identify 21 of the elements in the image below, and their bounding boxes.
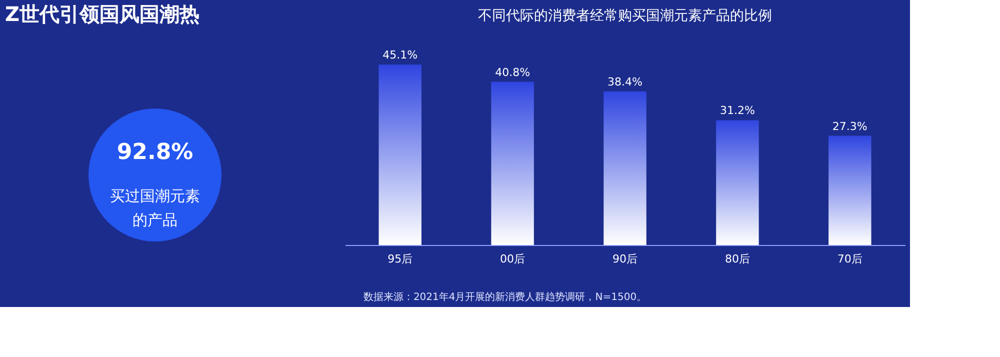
text: 92.8% — [116, 140, 194, 165]
bar — [604, 91, 646, 245]
source-note: 数据来源：2021年4月开展的新消费人群趋势调研，N=1500。 — [363, 291, 647, 303]
bar — [716, 120, 759, 245]
x-tick-label: 70后 — [837, 252, 862, 266]
data-label: 40.8% — [495, 66, 530, 79]
data-label: 45.1% — [382, 48, 418, 62]
data-label: 38.4% — [608, 75, 642, 88]
x-tick-label: 80后 — [724, 252, 750, 266]
bar — [378, 64, 422, 245]
text: Z世代引领国风国潮热 — [5, 2, 200, 26]
x-tick-label: 00后 — [500, 252, 526, 266]
x-tick-label: 95后 — [388, 252, 413, 266]
bar — [828, 136, 872, 245]
text: 买过国潮元素 — [110, 187, 200, 205]
x-tick-label: 90后 — [612, 252, 638, 266]
chart-title: 不同代际的消费者经常购买国潮元素产品的比例 — [478, 8, 772, 24]
data-label: 27.3% — [832, 120, 868, 133]
text: 的产品 — [132, 211, 178, 229]
data-label: 31.2% — [720, 104, 755, 118]
bar — [491, 82, 534, 245]
